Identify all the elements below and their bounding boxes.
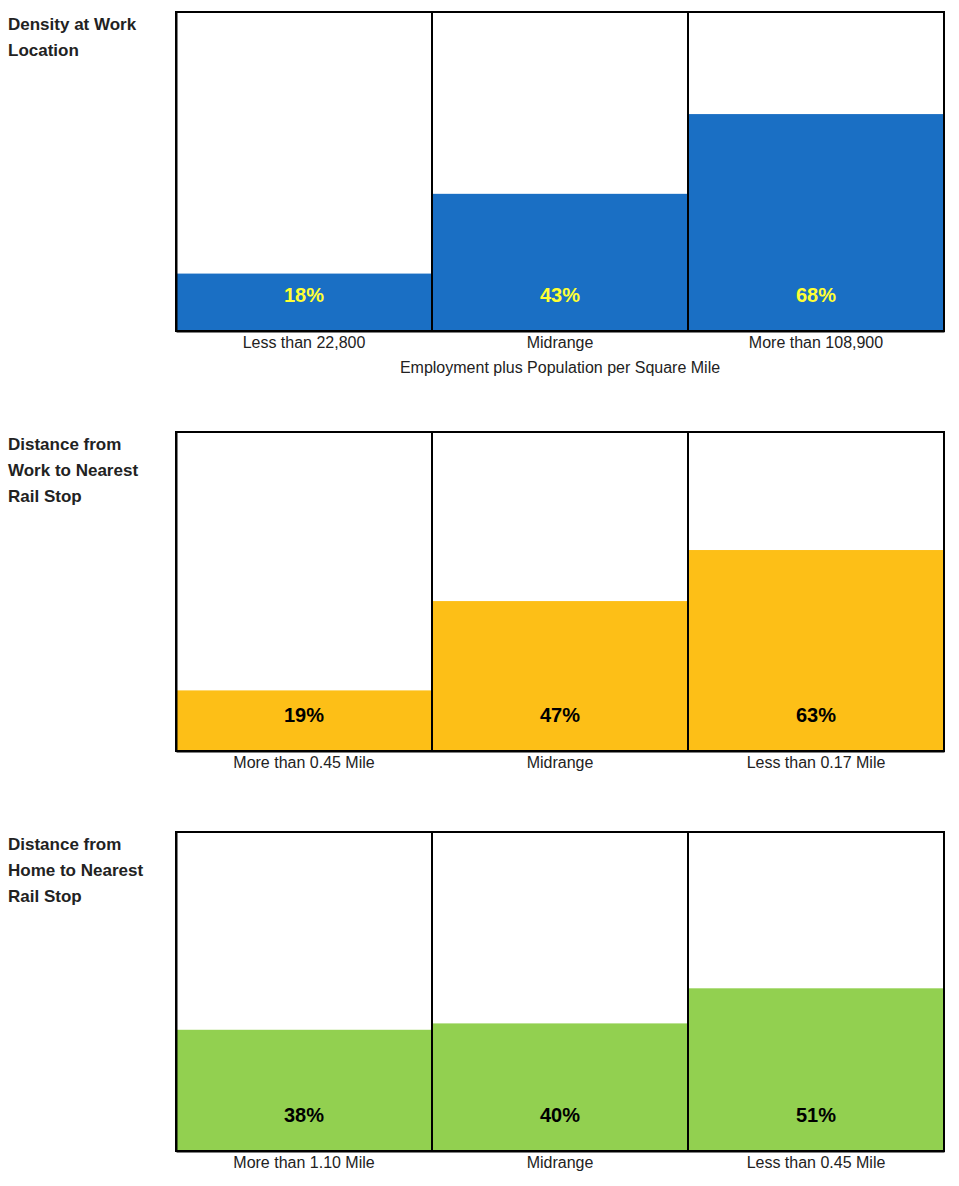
data-label: 51% bbox=[796, 1104, 836, 1126]
y-axis-line bbox=[176, 833, 178, 1152]
x-tick-label: Midrange bbox=[527, 334, 594, 351]
x-tick: More than 0.45 Mile bbox=[233, 751, 375, 771]
x-tick: Less than 0.17 Mile bbox=[747, 751, 886, 771]
x-tick-label: Less than 0.17 Mile bbox=[747, 754, 886, 771]
data-label: 19% bbox=[284, 704, 324, 726]
panel: Less than 22,800 Midrange More than 108,90… bbox=[176, 12, 945, 376]
band-separator bbox=[431, 12, 433, 331]
panel-title: Distance fromHome to NearestRail Stop bbox=[8, 835, 143, 906]
plot-frame bbox=[176, 432, 944, 751]
x-tick-label: More than 1.10 Mile bbox=[233, 1154, 375, 1171]
x-axis: More than 1.10 Mile Midrange Less than 0.4… bbox=[177, 1151, 945, 1171]
panel-title: Density at WorkLocation bbox=[8, 15, 137, 60]
plot-frame bbox=[176, 832, 944, 1151]
x-tick: Less than 0.45 Mile bbox=[747, 1151, 886, 1171]
bar bbox=[432, 601, 688, 751]
bars bbox=[176, 114, 944, 331]
y-axis bbox=[176, 433, 177, 752]
x-tick: More than 1.10 Mile bbox=[233, 1151, 375, 1171]
x-tick: More than 108,900 bbox=[749, 331, 883, 351]
band-separator bbox=[431, 832, 433, 1151]
panel: More than 1.10 Mile Midrange Less than 0.4… bbox=[176, 832, 945, 1171]
plot-frame bbox=[176, 12, 944, 331]
x-axis: More than 0.45 Mile Midrange Less than 0.1… bbox=[177, 751, 945, 771]
bars bbox=[176, 988, 944, 1151]
band-separator bbox=[431, 432, 433, 751]
y-axis bbox=[176, 833, 177, 1152]
x-tick-label: Midrange bbox=[527, 1154, 594, 1171]
band-separator bbox=[687, 832, 689, 1151]
bar bbox=[688, 988, 944, 1151]
x-axis: Less than 22,800 Midrange More than 108,90… bbox=[177, 331, 945, 351]
x-axis-line bbox=[177, 331, 945, 333]
data-label: 38% bbox=[284, 1104, 324, 1126]
x-tick-label: Less than 0.45 Mile bbox=[747, 1154, 886, 1171]
x-tick-label: Midrange bbox=[527, 754, 594, 771]
x-tick: Less than 22,800 bbox=[243, 331, 366, 351]
data-label: 63% bbox=[796, 704, 836, 726]
bar bbox=[176, 1030, 432, 1151]
chart-root: Less than 22,800 Midrange More than 108,90… bbox=[0, 0, 959, 1186]
x-tick-label: More than 108,900 bbox=[749, 334, 883, 351]
data-label: 68% bbox=[796, 284, 836, 306]
bar bbox=[176, 690, 432, 751]
x-axis-title: Employment plus Population per Square Mi… bbox=[400, 359, 720, 376]
bar bbox=[688, 550, 944, 751]
data-label: 47% bbox=[540, 704, 580, 726]
bars bbox=[176, 550, 944, 751]
panel-title: Distance fromWork to NearestRail Stop bbox=[8, 435, 138, 506]
x-tick: Midrange bbox=[527, 331, 594, 351]
bar bbox=[432, 1023, 688, 1151]
data-label: 18% bbox=[284, 284, 324, 306]
x-axis-line bbox=[177, 751, 945, 753]
data-label: 40% bbox=[540, 1104, 580, 1126]
band-separator bbox=[687, 12, 689, 331]
x-tick: Midrange bbox=[527, 751, 594, 771]
y-axis-line bbox=[176, 433, 178, 752]
band-separator bbox=[687, 432, 689, 751]
bar bbox=[432, 194, 688, 331]
data-label: 43% bbox=[540, 284, 580, 306]
x-tick-label: Less than 22,800 bbox=[243, 334, 366, 351]
panel: More than 0.45 Mile Midrange Less than 0.1… bbox=[176, 432, 945, 771]
y-axis bbox=[176, 13, 177, 332]
bar bbox=[688, 114, 944, 331]
y-axis-line bbox=[176, 13, 178, 332]
bar bbox=[176, 274, 432, 331]
x-axis-line bbox=[177, 1151, 945, 1153]
x-tick-label: More than 0.45 Mile bbox=[233, 754, 375, 771]
x-tick: Midrange bbox=[527, 1151, 594, 1171]
